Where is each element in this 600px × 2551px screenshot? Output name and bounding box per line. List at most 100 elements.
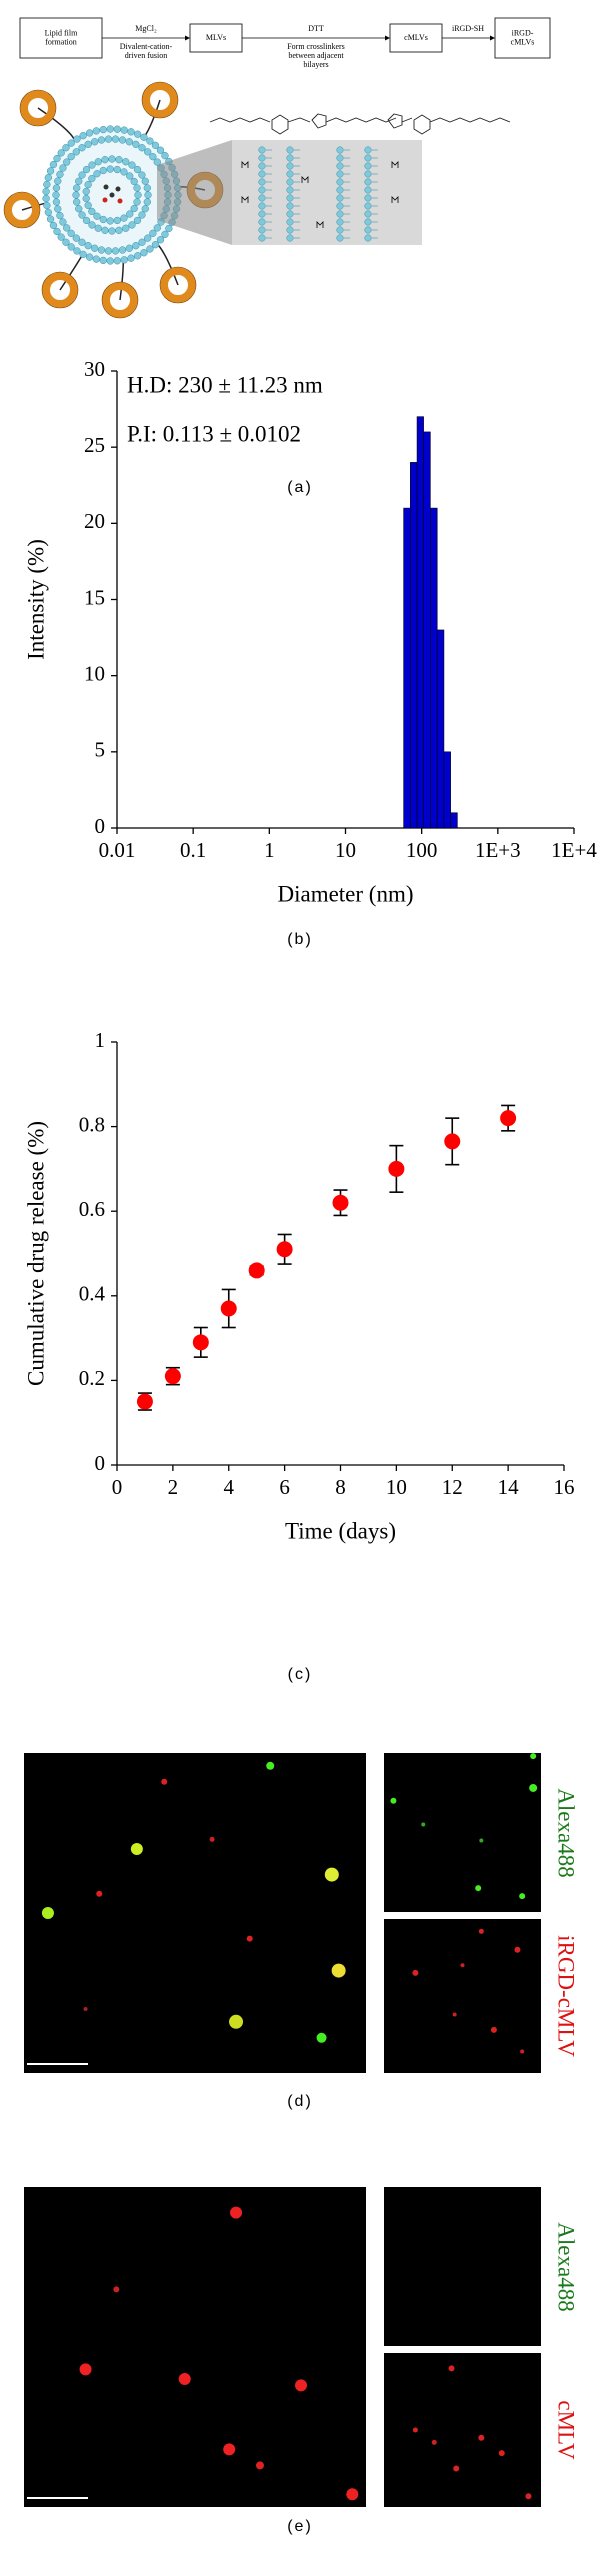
lipid-head [94, 158, 102, 166]
lipid-head [161, 230, 169, 239]
fluorescent-spot [130, 1843, 143, 1855]
fluorescent-spot [479, 1838, 484, 1843]
lipid-head [46, 167, 55, 175]
panel-label: (e) [287, 2518, 313, 2535]
lipid-head [286, 146, 294, 154]
step-label: cMLVs [404, 33, 428, 42]
y-tick-label: 0.2 [79, 1366, 105, 1390]
y-tick-label: 15 [84, 585, 105, 609]
lipid-head [67, 243, 75, 251]
fluorescent-spot [209, 1836, 215, 1842]
lipid-head [88, 207, 96, 216]
lipid-head [84, 201, 92, 210]
fluorescent-spot [519, 1893, 526, 1900]
lipid-head [84, 140, 92, 148]
lipid-head [364, 234, 372, 242]
micrograph [24, 2187, 366, 2507]
histogram-bar [443, 751, 451, 829]
data-point [136, 1393, 153, 1410]
lipid-head [79, 131, 87, 140]
lipid-head [258, 146, 266, 154]
data-point [192, 1334, 209, 1351]
channel-label: Alexa488 [554, 1788, 579, 1877]
lipid-head [125, 138, 133, 146]
fluorescent-spot [390, 1797, 397, 1804]
lipid-head [56, 170, 64, 179]
channel-label: iRGD-cMLV [554, 1935, 579, 2057]
fluorescent-spot [96, 1890, 103, 1897]
lipid-head [144, 148, 152, 156]
y-tick-label: 20 [84, 509, 105, 533]
lipid-head [84, 180, 92, 189]
lipid-head [62, 238, 70, 246]
lipid-head [336, 226, 344, 234]
lipid-head [46, 215, 55, 223]
lipid-head [364, 154, 372, 162]
lipid-head [258, 234, 266, 242]
lipid-head [156, 236, 165, 244]
lipid-head [364, 162, 372, 170]
lipid-head [128, 221, 136, 229]
lipid-head [364, 210, 372, 218]
fluorescent-spot [431, 2439, 437, 2445]
fluorescent-spot [453, 2465, 460, 2472]
data-point [220, 1300, 237, 1317]
lipid-head [364, 226, 372, 234]
data-point [500, 1110, 517, 1127]
lipid-head [143, 184, 151, 192]
step-label: cMLVs [511, 37, 535, 46]
fluorescent-spot [478, 1928, 484, 1934]
y-axis-title: Cumulative drug release (%) [23, 1121, 48, 1386]
lipid-head [149, 153, 157, 161]
lipid-head [122, 158, 130, 166]
y-tick-label: 25 [84, 433, 105, 457]
lipid-head [258, 162, 266, 170]
lipid-head [165, 224, 173, 233]
x-tick-label: 1E+3 [475, 838, 521, 862]
lipid-head [92, 255, 100, 263]
drug [103, 184, 109, 190]
fluorescent-spot [498, 2450, 505, 2457]
lipid-head [286, 194, 294, 202]
histogram-bar [410, 462, 418, 829]
step-box [389, 23, 443, 53]
step-box [189, 23, 243, 53]
lipid-head [336, 234, 344, 242]
lipid-head [286, 218, 294, 226]
lipid-head [44, 208, 52, 217]
lipid-head [73, 198, 81, 206]
step-label: Lipid film [45, 28, 78, 37]
y-tick-label: 0 [95, 814, 106, 838]
fluorescent-spot [412, 1969, 419, 1976]
lipid-head [43, 201, 51, 210]
x-tick-label: 100 [406, 838, 438, 862]
lipid-head [62, 144, 70, 152]
lipid-head [91, 244, 99, 252]
step-box [19, 17, 103, 59]
lipid-head [52, 184, 61, 192]
lipid-head [364, 146, 372, 154]
ligand-ring-edge [101, 281, 139, 319]
lipid-head [130, 177, 138, 186]
lipid-head [122, 224, 130, 232]
lipid-head [72, 148, 80, 156]
fluorescent-spot [246, 1935, 253, 1942]
lipid-head [258, 202, 266, 210]
crosslink-m [391, 161, 399, 168]
lipid-head [59, 164, 67, 172]
lipid-head [140, 249, 148, 257]
panel-label: (a) [287, 479, 313, 496]
annotation: H.D: 230 ± 11.23 nm [127, 372, 323, 397]
step-box [494, 17, 551, 59]
arrow-label: DTT [308, 24, 324, 33]
panel-label: (d) [287, 2093, 313, 2110]
lipid-head [49, 160, 58, 169]
lipid-head [130, 204, 138, 213]
lipid-head [113, 125, 121, 133]
histogram-bar [450, 812, 458, 829]
y-tick-label: 1 [95, 1028, 106, 1052]
data-point [164, 1368, 181, 1385]
arrow-head [490, 35, 495, 41]
lipid-head [101, 156, 109, 164]
